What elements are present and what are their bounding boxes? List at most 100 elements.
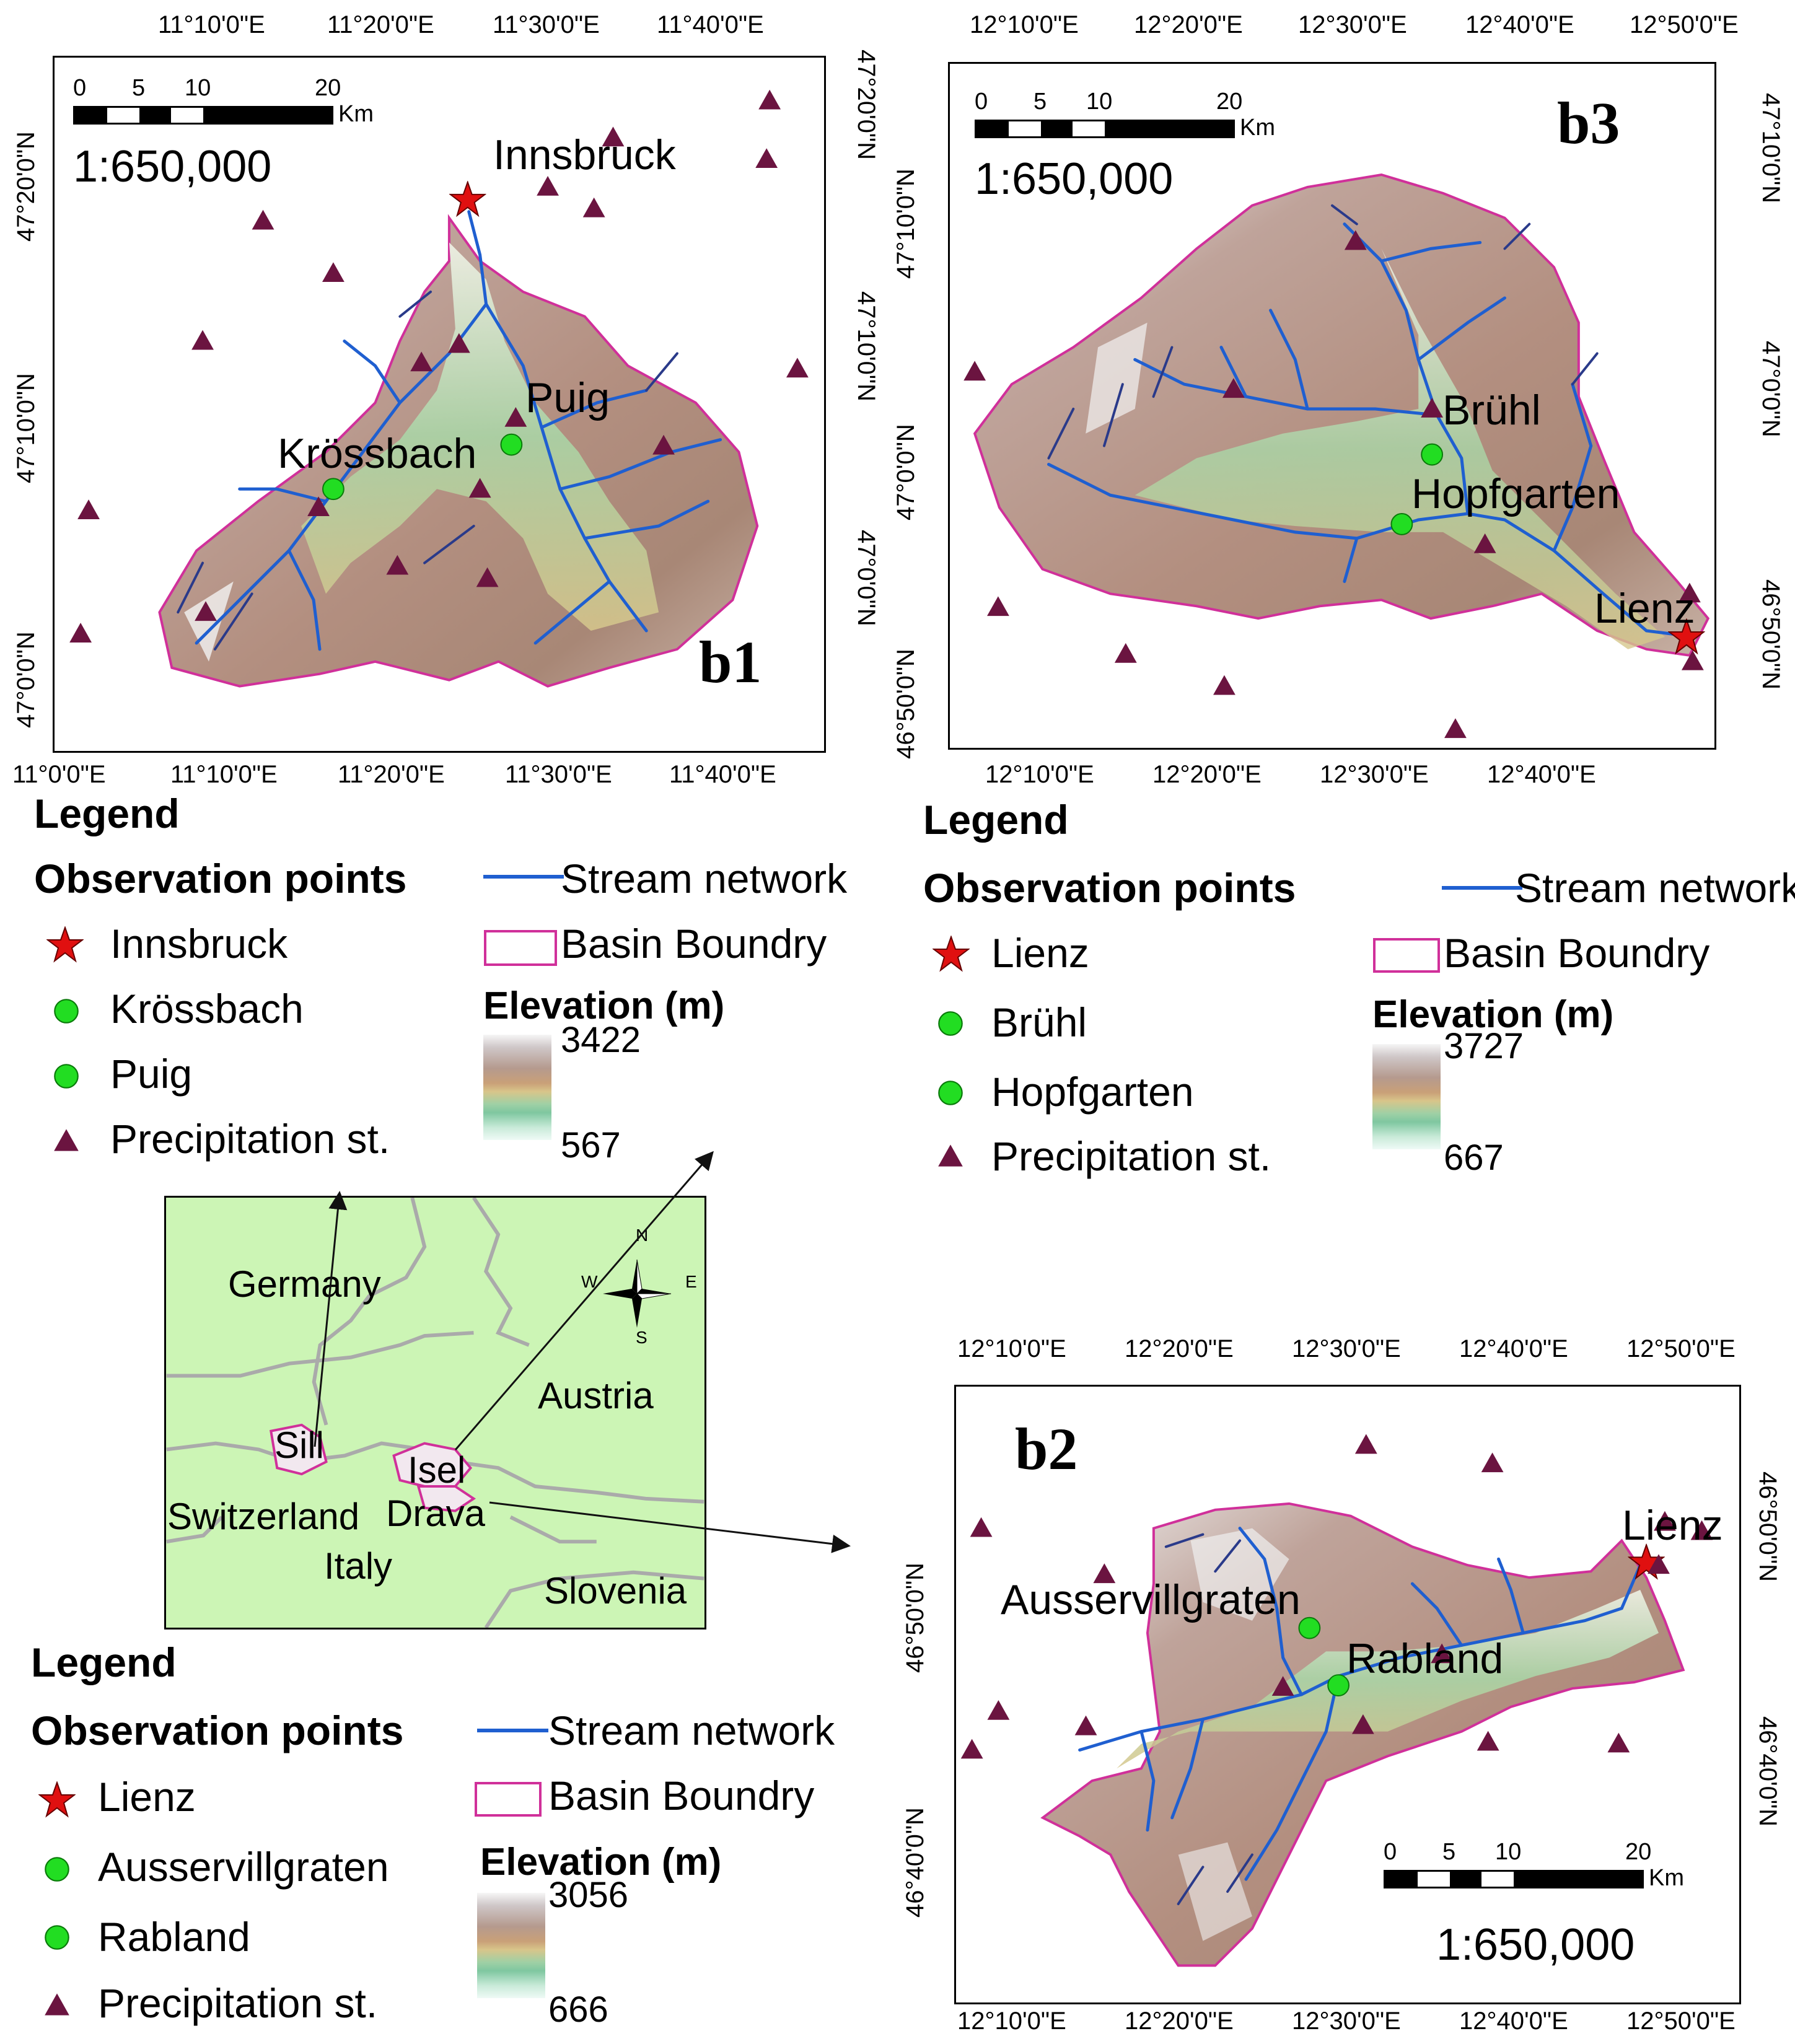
legend-item-ausservillgraten: Ausservillgraten [98, 1844, 389, 1890]
label-lienz-b2: Lienz [1622, 1502, 1723, 1549]
panel-label-b1: b1 [699, 629, 762, 695]
basin-isel: Isel [408, 1449, 466, 1491]
legend-title: Legend [34, 791, 180, 836]
label-ausservillgraten: Ausservillgraten [1001, 1576, 1301, 1623]
map-frame-b2: b2 Ausservillgraten Rabland Lienz 0 5 10… [954, 1385, 1741, 2004]
ausservillgraten-point-icon [1298, 1616, 1321, 1639]
scale-tick-20: 20 [1625, 1839, 1652, 1865]
scale-unit: Km [1240, 115, 1275, 141]
coord-top-b1-4: 11°40'0"E [657, 11, 764, 38]
legend-b2: Legend Observation points Stream network… [0, 1636, 892, 2044]
coord-top-b1-1: 11°10'0"E [158, 11, 265, 38]
country-slovenia: Slovenia [544, 1570, 687, 1612]
legend-stream-label: Stream network [1515, 865, 1795, 911]
outlet-star-icon [39, 1782, 75, 1817]
country-austria: Austria [538, 1375, 654, 1416]
label-bruhl: Brühl [1442, 387, 1541, 434]
inset-borders [166, 1198, 704, 1628]
scale-bar-b2: 0 5 10 20 Km [1384, 1839, 1706, 1907]
scale-tick-0: 0 [975, 89, 988, 115]
label-hopfgarten: Hopfgarten [1411, 470, 1620, 517]
elevation-min: 567 [561, 1125, 621, 1165]
basin-boundary-icon [484, 930, 557, 966]
panel-label-b3: b3 [1557, 90, 1620, 156]
elevation-ramp [1372, 1044, 1441, 1149]
legend-item-precip: Precipitation st. [110, 1116, 390, 1162]
legend-b1: Legend Observation points Stream network… [0, 787, 905, 1171]
stream-network-icon [483, 875, 564, 879]
legend-elevation-title: Elevation (m) [483, 985, 725, 1027]
compass-east: E [685, 1272, 697, 1291]
coord-top-b1-3: 11°30'0"E [493, 11, 600, 38]
legend-b3: Legend Observation points Stream network… [892, 793, 1795, 1190]
legend-obs-header: Observation points [923, 865, 1296, 911]
map-frame-b1: 0 5 10 20 Km 1:650,000 Innsbruck Puig Kr… [53, 56, 826, 753]
legend-title: Legend [31, 1639, 177, 1685]
legend-item-innsbruck: Innsbruck [110, 921, 288, 967]
stream-network-icon [1442, 886, 1522, 890]
scale-unit: Km [338, 101, 374, 127]
elevation-ramp [477, 1893, 545, 1998]
basin-boundary-icon [1373, 938, 1440, 973]
coord-left-b2-1: 46°50'0"N [902, 1563, 929, 1673]
scale-tick-20: 20 [1216, 89, 1243, 115]
legend-item-precip: Precipitation st. [991, 1133, 1271, 1179]
scale-tick-10: 10 [1495, 1839, 1522, 1865]
coord-right-b2-1: 46°50'0"N [1754, 1472, 1781, 1582]
coord-bottom-b3-3: 12°30'0"E [1320, 761, 1429, 788]
legend-item-krossbach: Krössbach [110, 986, 304, 1032]
legend-obs-header: Observation points [34, 856, 407, 901]
country-italy: Italy [324, 1545, 393, 1587]
coord-top-b1-2: 11°20'0"E [327, 11, 434, 38]
obs-point-icon [45, 1857, 69, 1882]
legend-obs-header: Observation points [31, 1708, 404, 1753]
scale-tick-10: 10 [185, 75, 211, 101]
elevation-min: 666 [548, 1989, 608, 2030]
coord-bottom-b3-1: 12°10'0"E [985, 761, 1094, 788]
legend-item-lienz: Lienz [98, 1774, 196, 1820]
scale-bar-b1: 0 5 10 20 Km [73, 75, 395, 143]
coord-bottom-b1-2: 11°10'0"E [170, 761, 278, 788]
country-switzerland: Switzerland [167, 1496, 360, 1537]
basin-map-b2 [960, 1434, 1713, 1967]
coord-bottom-b3-4: 12°40'0"E [1487, 761, 1596, 788]
legend-item-bruhl: Brühl [991, 999, 1087, 1045]
legend-stream-label: Stream network [548, 1708, 835, 1753]
scale-tick-10: 10 [1086, 89, 1113, 115]
label-krossbach: Krössbach [278, 430, 477, 477]
compass-south: S [636, 1328, 647, 1347]
scale-tick-5: 5 [132, 75, 146, 101]
obs-point-icon [45, 1925, 69, 1950]
scale-ratio: 1:650,000 [1436, 1920, 1635, 1970]
coord-bottom-b1-1: 11°0'0"E [12, 761, 106, 788]
scale-tick-20: 20 [315, 75, 341, 101]
coord-bottom-b1-5: 11°40'0"E [669, 761, 776, 788]
scale-tick-0: 0 [1384, 1839, 1397, 1865]
label-innsbruck: Innsbruck [493, 131, 676, 178]
legend-item-precip: Precipitation st. [98, 1980, 378, 2026]
label-rabland: Rabland [1346, 1635, 1504, 1682]
elevation-max: 3422 [561, 1020, 641, 1060]
country-germany: Germany [228, 1263, 381, 1305]
legend-basin-label: Basin Boundry [548, 1773, 815, 1818]
coord-top-b2-4: 12°40'0"E [1459, 1335, 1568, 1362]
basin-drava: Drava [386, 1493, 486, 1534]
coord-top-b3-2: 12°20'0"E [1134, 11, 1243, 38]
coord-bottom-b2-1: 12°10'0"E [957, 2007, 1066, 2035]
legend-elevation-title: Elevation (m) [1372, 993, 1614, 1036]
label-puig: Puig [525, 374, 610, 421]
rabland-point-icon [1327, 1674, 1350, 1696]
basin-map-b1 [69, 89, 809, 688]
coord-top-b3-5: 12°50'0"E [1630, 11, 1739, 38]
elevation-min: 667 [1444, 1138, 1504, 1178]
legend-item-hopfgarten: Hopfgarten [991, 1069, 1194, 1115]
coord-bottom-b2-3: 12°30'0"E [1292, 2007, 1401, 2035]
scale-bar-b3: 0 5 10 20 Km [975, 89, 1297, 157]
scale-ratio: 1:650,000 [975, 154, 1174, 204]
coord-top-b3-4: 12°40'0"E [1465, 11, 1574, 38]
map-frame-b3: 0 5 10 20 Km 1:650,000 b3 Brühl Hopfgart… [948, 62, 1716, 750]
basin-map-b3 [963, 173, 1710, 739]
scale-tick-0: 0 [73, 75, 87, 101]
coord-bottom-b3-2: 12°20'0"E [1152, 761, 1262, 788]
